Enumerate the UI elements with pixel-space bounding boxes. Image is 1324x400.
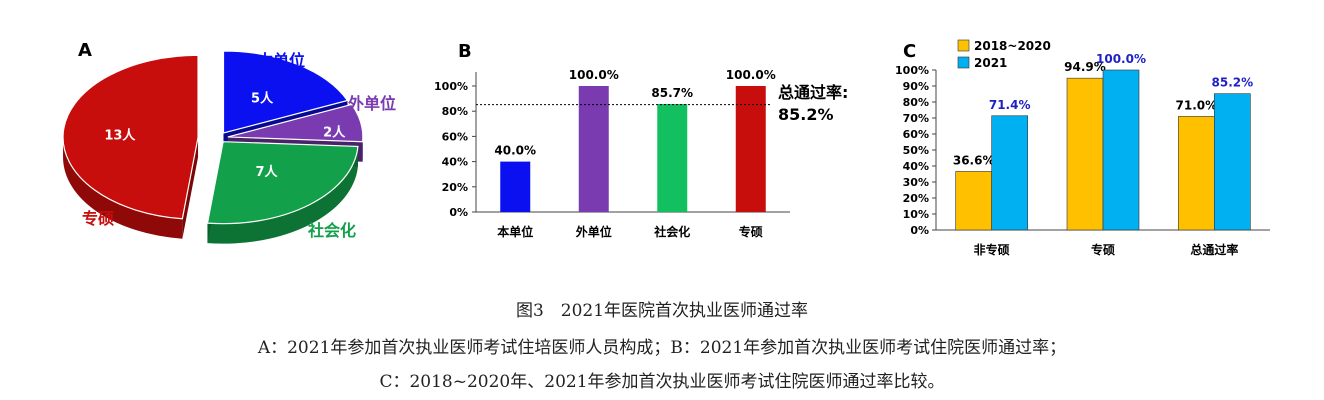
panel-a-letter: A <box>78 40 92 61</box>
figure-caption-line-2: C：2018~2020年、2021年参加首次执业医师考试住院医师通过率比较。 <box>379 372 945 392</box>
x-tick-label: 总通过率 <box>1190 242 1238 257</box>
bar-外单位 <box>578 86 609 212</box>
bar-2018~2020-总通过率 <box>1178 116 1215 231</box>
x-tick-label: 社会化 <box>653 224 690 239</box>
legend-label: 2018~2020 <box>974 39 1051 53</box>
bar-value-label: 85.7% <box>651 86 693 100</box>
x-tick-label: 专硕 <box>739 224 763 239</box>
pie-slice-社会化 <box>206 141 359 244</box>
bar-value-label: 100.0% <box>1096 52 1146 66</box>
pie-slice-top <box>206 141 359 225</box>
x-tick-label: 本单位 <box>497 224 533 239</box>
pie-value-label: 7人 <box>256 164 279 180</box>
panel-c-letter: C <box>903 41 916 62</box>
bar-value-label: 36.6% <box>953 153 995 167</box>
bar-社会化 <box>657 104 688 212</box>
pie-value-label: 2人 <box>323 124 346 140</box>
y-tick-label: 40% <box>903 160 929 173</box>
bar-专硕 <box>735 86 766 212</box>
pie-slice-cut-0 <box>182 137 199 239</box>
pie-value-label: 13人 <box>104 128 136 144</box>
pie-category-label: 专硕 <box>82 209 114 228</box>
y-tick-label: 20% <box>442 181 468 194</box>
bar-value-label: 71.4% <box>989 98 1031 112</box>
y-tick-label: 50% <box>903 144 929 157</box>
figure-caption-title: 图3 2021年医院首次执业医师通过率 <box>515 301 809 321</box>
y-tick-label: 60% <box>903 128 929 141</box>
y-tick-label: 90% <box>903 80 929 93</box>
y-tick-label: 80% <box>442 105 468 118</box>
legend-label: 2021 <box>974 56 1007 70</box>
pie-slice-side <box>207 146 358 244</box>
y-tick-label: 30% <box>903 176 929 189</box>
y-tick-label: 100% <box>434 80 468 93</box>
bar-value-label: 71.0% <box>1176 98 1218 112</box>
pie-slice-top <box>227 103 364 143</box>
figure-caption-line-1: A：2021年参加首次执业医师考试住培医师人员构成；B：2021年参加首次执业医… <box>257 338 1067 358</box>
bar-本单位 <box>500 161 531 212</box>
pie-value-label: 5人 <box>251 90 274 106</box>
y-tick-label: 100% <box>895 64 929 77</box>
bar-2021-非专硕 <box>991 115 1028 231</box>
panel-b-bar-chart: B 0% 20% 40% 60% 80% 100% 40.0% 本单位 100.0% 外单位 85.7… <box>434 41 848 239</box>
x-tick-label: 专硕 <box>1091 242 1115 257</box>
pie-slice-top <box>222 50 349 134</box>
bar-2021-总通过率 <box>1214 93 1251 231</box>
bar-2018~2020-非专硕 <box>955 171 992 231</box>
legend-swatch-2021 <box>957 56 970 69</box>
y-tick-label: 0% <box>910 224 929 237</box>
legend-swatch-2018~2020 <box>957 39 970 52</box>
y-tick-label: 10% <box>903 208 929 221</box>
pie-category-label: 本单位 <box>257 51 305 70</box>
panel-b-letter: B <box>458 41 472 62</box>
bar-value-label: 94.9% <box>1064 60 1106 74</box>
y-tick-label: 40% <box>442 156 468 169</box>
x-tick-label: 外单位 <box>576 224 612 239</box>
pie-category-label: 外单位 <box>347 94 396 113</box>
pie-slice-专硕 <box>62 54 199 239</box>
y-tick-label: 0% <box>449 206 468 219</box>
bar-value-label: 100.0% <box>569 68 619 82</box>
bar-2021-专硕 <box>1102 69 1140 231</box>
y-tick-label: 20% <box>903 192 929 205</box>
y-tick-label: 60% <box>442 130 468 143</box>
panel-c-bar-chart: C 0% 10% 20% 30% 40% 50% 60% 70% 80% 90% 100% 36.6% 7… <box>895 39 1270 257</box>
bar-value-label: 40.0% <box>494 144 536 158</box>
pie-category-label: 社会化 <box>307 221 356 240</box>
reference-value: 85.2% <box>778 105 834 124</box>
y-tick-label: 70% <box>903 112 929 125</box>
reference-label: 总通过率: <box>778 83 848 102</box>
y-tick-label: 80% <box>903 96 929 109</box>
bar-value-label: 85.2% <box>1212 76 1254 90</box>
bar-value-label: 100.0% <box>726 68 776 82</box>
pie-slice-side <box>63 137 183 239</box>
bar-2018~2020-专硕 <box>1066 77 1104 231</box>
pie-slice-top <box>62 54 199 220</box>
x-tick-label: 非专硕 <box>974 242 1010 257</box>
